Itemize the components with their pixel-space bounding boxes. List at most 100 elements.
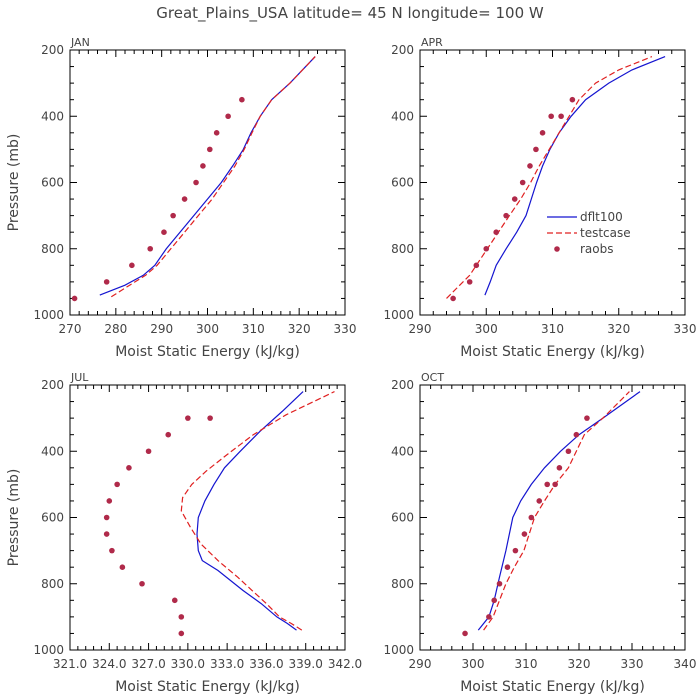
x-tick-label: 300 [462,657,485,671]
x-tick-label: 310 [515,657,538,671]
x-tick-label: 320 [288,322,311,336]
figure-title: Great_Plains_USA latitude= 45 N longitud… [156,4,544,23]
y-tick-label: 600 [391,176,414,190]
raobs-point [103,279,110,285]
raobs-point [181,196,188,202]
x-tick-label: 300 [475,322,498,336]
raobs-point [119,564,126,570]
raobs-point [521,531,528,537]
raobs-point [462,630,468,637]
raobs-point [109,547,115,554]
x-tick-label: 339.0 [289,657,323,671]
raobs-point [584,415,590,421]
panel-oct: OCT 290 300 310 320 330 340 200 400 600 800 1000 Moi… [383,371,696,695]
raobs-point [114,481,120,488]
x-tick-label: 330 [674,322,697,336]
panel-jul: JUL 321.0 324.0 327.0 330.0 333.0 336.0 339.0 34… [6,371,362,695]
raobs-point [504,564,511,570]
raobs-point [225,113,231,120]
y-tick-label: 200 [41,43,64,57]
raobs-point [511,196,518,202]
raobs-point [147,245,154,252]
raobs-point [165,431,172,438]
raobs-point [519,179,526,186]
raobs-point [466,279,473,285]
x-tick-label: 324.0 [92,657,126,671]
legend: dflt100 testcase raobs [543,207,638,259]
raobs-point [207,415,213,421]
raobs-point [539,130,546,136]
raobs-point [473,262,480,269]
panel-label-oct: OCT [421,371,444,384]
raobs-point [556,465,563,471]
raobs-point [486,614,492,620]
y-tick-label: 600 [41,176,64,190]
x-tick-label: 280 [104,322,127,336]
panel-label-apr: APR [421,36,443,49]
raobs-point [200,163,206,169]
y-tick-label: 1000 [33,643,64,657]
raobs-point [569,96,576,103]
y-tick-label: 800 [391,577,414,591]
x-axis-label-apr: Moist Static Energy (kJ/kg) [460,344,645,360]
raobs-point [103,514,110,521]
raobs-point [565,448,572,455]
dflt100-line [484,56,666,296]
x-tick-label: 270 [59,322,82,336]
y-tick-label: 200 [391,43,414,57]
y-tick-label: 200 [391,378,414,392]
panel-jan: JAN 270 280 290 300 310 320 330 200 400 600 800 1000… [6,36,356,360]
x-axis-label-jan: Moist Static Energy (kJ/kg) [115,344,300,360]
raobs-point [491,597,498,604]
x-axis-label-oct: Moist Static Energy (kJ/kg) [460,679,645,695]
y-axis-label-jul: Pressure (mb) [6,469,22,567]
x-tick-label: 330 [621,657,644,671]
y-tick-label: 1000 [383,308,414,322]
x-tick-label: 290 [409,657,432,671]
raobs-point [106,498,113,504]
y-tick-label: 800 [41,577,64,591]
x-tick-label: 310 [541,322,564,336]
x-tick-label: 320 [607,322,630,336]
y-tick-label: 1000 [33,308,64,322]
testcase-line [110,56,316,298]
raobs-point [213,130,220,136]
raobs-point [170,212,176,219]
raobs-point [483,245,490,252]
plot-frame-jan [69,49,346,316]
raobs-point [573,431,580,438]
y-tick-label: 400 [391,444,414,458]
raobs-point [103,531,110,537]
raobs-point [193,179,199,186]
x-tick-label: 336.0 [249,657,283,671]
y-tick-label: 600 [41,511,64,525]
plot-frame-oct [419,384,686,651]
y-tick-label: 400 [41,109,64,123]
y-tick-label: 1000 [383,643,414,657]
y-tick-label: 400 [41,444,64,458]
panel-apr: APR 290 300 310 320 330 200 400 600 800 1000 Moist … [383,36,696,360]
x-tick-label: 340 [674,657,697,671]
raobs-point [71,295,78,302]
dflt100-line [99,56,316,296]
y-axis-label-jan: Pressure (mb) [6,134,22,232]
legend-label-dflt100: dflt100 [580,210,623,224]
raobs-point [536,498,543,504]
x-tick-label: 300 [196,322,219,336]
x-tick-label: 327.0 [131,657,165,671]
raobs-point [206,146,213,153]
y-tick-label: 200 [41,378,64,392]
x-tick-label: 290 [150,322,173,336]
raobs-point [493,229,499,235]
raobs-point [527,163,533,169]
raobs-point [129,262,135,269]
y-tick-label: 800 [391,242,414,256]
panel-label-jan: JAN [70,36,90,49]
raobs-point [161,229,167,235]
testcase-line [180,391,335,631]
y-tick-label: 400 [391,109,414,123]
plot-frame-apr [419,49,686,316]
plot-frame-jul [69,384,346,651]
raobs-point [548,113,554,120]
raobs-point [450,295,456,302]
